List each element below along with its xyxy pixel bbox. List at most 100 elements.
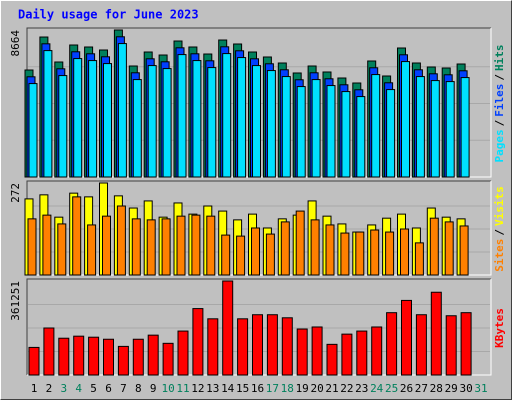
bar [444, 221, 454, 276]
bar [117, 43, 127, 178]
x-tick-label: 29 [445, 382, 458, 395]
bar [445, 315, 457, 376]
bar [280, 221, 290, 276]
x-tick-label: 13 [206, 382, 219, 395]
bar [401, 299, 412, 376]
x-tick-label: 7 [120, 382, 127, 395]
bar [459, 225, 469, 276]
chart-title: Daily usage for June 2023 [18, 8, 199, 22]
legend-entry: Hits [493, 45, 506, 72]
bar [161, 218, 171, 276]
bar [460, 312, 472, 376]
legend-entry: Files [493, 84, 506, 117]
bar [281, 317, 293, 376]
bar [88, 336, 100, 376]
bar [43, 327, 55, 376]
bar [162, 68, 172, 178]
bar [102, 215, 111, 276]
bar [386, 89, 396, 178]
x-tick-label: 25 [385, 382, 398, 395]
bar [58, 337, 70, 376]
bar [445, 81, 455, 178]
x-tick-label: 19 [296, 382, 309, 395]
bar [356, 96, 366, 178]
bar [207, 318, 219, 376]
bar [295, 210, 305, 276]
bar [460, 77, 470, 178]
bar [340, 232, 350, 276]
bar [222, 280, 234, 376]
x-tick-label: 3 [60, 382, 67, 395]
bar [311, 79, 321, 178]
legend: Pages / Files / Hits [493, 45, 506, 163]
bar [88, 60, 98, 178]
bar [415, 314, 427, 376]
bar [117, 345, 129, 376]
legend-separator: / [493, 74, 506, 81]
bar [311, 326, 323, 376]
bar [252, 65, 261, 178]
legend: KBytes [493, 308, 506, 348]
x-tick-label: 30 [459, 382, 472, 395]
bar [58, 75, 68, 178]
x-tick-label: 24 [370, 382, 384, 395]
legend-separator: / [493, 119, 506, 126]
legend-entry: KBytes [493, 308, 506, 348]
bar [147, 334, 159, 376]
bar [325, 224, 335, 276]
x-tick-label: 8 [135, 382, 142, 395]
bar [341, 91, 351, 178]
x-tick-label: 9 [150, 382, 157, 395]
x-tick-label: 4 [75, 382, 82, 395]
bar [296, 86, 306, 178]
bar [192, 60, 202, 178]
x-tick-label: 27 [415, 382, 428, 395]
bar [341, 333, 353, 376]
bar [237, 57, 247, 178]
legend-separator: / [493, 229, 506, 236]
bar [429, 217, 439, 276]
bar [131, 218, 141, 276]
bar [87, 224, 97, 276]
bar [222, 53, 232, 178]
bar [236, 235, 246, 276]
bar [43, 50, 53, 178]
legend-entry: Sites [493, 239, 506, 272]
bar [400, 228, 409, 276]
x-tick-label: 28 [430, 382, 443, 395]
bar [28, 346, 40, 376]
x-tick-label: 18 [281, 382, 294, 395]
bar [177, 54, 187, 178]
plot-bevel-dark [26, 278, 491, 375]
x-tick-label: 31 [474, 382, 487, 395]
bar [385, 231, 395, 276]
bar [177, 330, 189, 376]
bar [116, 205, 126, 276]
bar [27, 218, 37, 276]
legend: Sites / Visits [493, 186, 506, 272]
bar [132, 338, 144, 376]
bar [57, 223, 67, 276]
bar [430, 291, 442, 376]
x-tick-label: 17 [266, 382, 279, 395]
x-tick-label: 26 [400, 382, 413, 395]
y-tick-label: 361251 [9, 281, 22, 321]
x-tick-label: 2 [46, 382, 53, 395]
bar [192, 308, 204, 376]
bar [221, 234, 231, 276]
bar [146, 219, 156, 276]
x-tick-label: 11 [176, 382, 189, 395]
bar [401, 61, 410, 178]
x-tick-label: 6 [105, 382, 112, 395]
bar [296, 328, 308, 376]
x-tick-label: 15 [236, 382, 249, 395]
bar [415, 76, 425, 178]
x-tick-label: 1 [31, 382, 38, 395]
bar [386, 312, 398, 376]
bar [191, 214, 201, 276]
x-tick-label: 12 [191, 382, 204, 395]
x-tick-label: 14 [221, 382, 235, 395]
x-tick-label: 20 [310, 382, 323, 395]
bar [237, 318, 249, 376]
